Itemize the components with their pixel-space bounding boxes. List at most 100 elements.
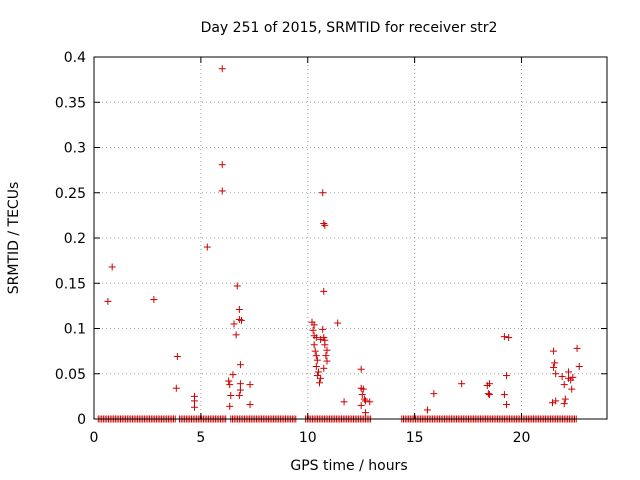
data-point — [334, 319, 342, 327]
data-point — [361, 397, 369, 405]
x-axis-label: GPS time / hours — [290, 458, 407, 474]
y-tick-label: 0.15 — [55, 276, 86, 292]
data-point — [236, 361, 244, 369]
data-point — [322, 352, 330, 360]
data-point — [550, 363, 558, 371]
data-point — [246, 401, 254, 409]
data-point — [150, 296, 158, 304]
data-point — [320, 364, 328, 372]
data-point — [485, 391, 493, 399]
data-point — [358, 391, 366, 399]
data-point — [430, 390, 438, 398]
data-point — [485, 380, 493, 388]
axis-tick-labels: 0 5 10 15 20 0 0.05 0.1 0.15 0.2 0.25 0.3 0.35 0.4 — [55, 50, 531, 446]
data-point — [236, 380, 244, 388]
data-point — [565, 368, 573, 376]
data-point — [552, 370, 560, 378]
data-point — [505, 334, 513, 342]
data-point — [190, 403, 198, 411]
data-point — [319, 189, 327, 197]
data-point — [548, 399, 556, 407]
data-point — [503, 401, 511, 409]
data-point — [560, 381, 568, 389]
data-point — [317, 374, 325, 382]
data-point — [190, 397, 198, 405]
x-tick-label: 10 — [299, 430, 317, 446]
data-point — [357, 401, 365, 409]
data-point — [340, 398, 348, 406]
data-point — [310, 321, 318, 329]
data-point — [226, 402, 234, 410]
data-point — [309, 326, 317, 334]
data-point — [218, 65, 226, 73]
y-tick-label: 0 — [77, 412, 86, 428]
y-tick-label: 0.3 — [64, 141, 86, 157]
y-tick-label: 0.1 — [64, 322, 86, 338]
grid-lines — [94, 57, 607, 419]
data-point — [458, 380, 466, 388]
y-tick-label: 0.35 — [55, 95, 86, 111]
data-point — [246, 381, 254, 389]
data-point — [313, 356, 321, 364]
data-point — [237, 316, 245, 324]
data-point — [232, 331, 240, 339]
data-point — [320, 287, 328, 295]
data-point — [235, 305, 243, 313]
data-point — [568, 385, 576, 393]
data-point — [361, 409, 369, 417]
data-point — [560, 400, 568, 408]
x-tick-label: 20 — [513, 430, 531, 446]
y-tick-label: 0.25 — [55, 186, 86, 202]
x-tick-label: 5 — [196, 430, 205, 446]
data-point — [550, 347, 558, 355]
data-point — [319, 325, 327, 333]
axis-ticks — [93, 56, 607, 420]
x-tick-label: 15 — [406, 430, 424, 446]
data-point — [236, 386, 244, 394]
data-point — [569, 373, 577, 381]
data-point — [500, 391, 508, 399]
data-point — [312, 363, 320, 371]
data-point — [573, 344, 581, 352]
chart-title: Day 251 of 2015, SRMTID for receiver str… — [201, 20, 498, 36]
data-point — [317, 335, 325, 343]
data-point — [227, 391, 235, 399]
data-point — [311, 347, 319, 355]
x-tick-label: 0 — [90, 430, 99, 446]
data-point — [321, 341, 329, 349]
data-point — [484, 390, 492, 398]
data-point — [323, 346, 331, 354]
data-point — [312, 334, 320, 342]
data-point — [218, 161, 226, 169]
data-point — [226, 381, 234, 389]
data-point — [229, 371, 237, 379]
data-point — [500, 333, 508, 341]
data-point — [104, 297, 112, 305]
data-point — [503, 372, 511, 380]
data-point — [575, 363, 583, 371]
data-point — [314, 368, 322, 376]
y-tick-label: 0.2 — [64, 231, 86, 247]
data-point — [360, 395, 368, 403]
data-point — [320, 220, 328, 228]
y-axis-label: SRMTID / TECUs — [6, 182, 22, 295]
data-point — [552, 397, 560, 405]
data-point — [108, 263, 116, 271]
data-point — [366, 398, 374, 406]
data-point — [203, 243, 211, 251]
data-point — [312, 352, 320, 360]
data-point — [551, 359, 559, 367]
data-point — [310, 341, 318, 349]
data-point — [218, 187, 226, 195]
data-point — [561, 395, 569, 403]
data-point — [172, 384, 180, 392]
data-point — [233, 282, 241, 290]
data-point — [316, 379, 324, 387]
data-point — [558, 372, 566, 380]
data-point — [225, 377, 233, 385]
data-point — [173, 353, 181, 361]
data-point — [323, 357, 331, 365]
data-point — [230, 320, 238, 328]
